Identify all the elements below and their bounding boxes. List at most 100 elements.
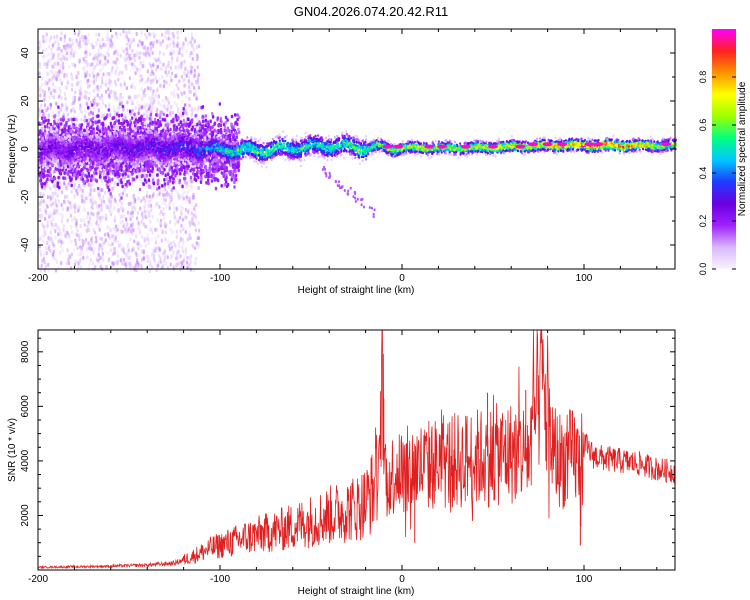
spectrogram-cell (192, 192, 195, 197)
spectrogram-cell (116, 65, 119, 70)
spectrogram-cell (93, 230, 97, 235)
spectrogram-cell (156, 173, 159, 177)
spectrogram-cell (165, 261, 168, 266)
spectrogram-cell (185, 123, 188, 128)
spectrogram-cell (104, 213, 108, 218)
spectrogram-cell (125, 34, 129, 39)
spectrogram-cell (204, 164, 207, 169)
spectrogram-cell (152, 71, 155, 76)
spectrogram-cell (54, 76, 57, 81)
spectrogram-cell (81, 35, 84, 39)
spectrogram-cell (57, 175, 60, 180)
spectrogram-cell (153, 246, 156, 251)
spectrogram-cell (102, 72, 105, 77)
spectrogram-cell (59, 78, 62, 83)
spectrogram-cell (169, 127, 172, 132)
spectrogram-cell (144, 202, 147, 207)
spectrogram-cell (184, 36, 187, 41)
spectrogram-cell (92, 227, 95, 232)
spectrogram-cell (147, 77, 150, 81)
spectrogram-cell (148, 194, 152, 199)
spectrogram-cell (49, 248, 52, 253)
spectrogram-cell (147, 31, 151, 36)
spectrogram-cell (105, 43, 108, 47)
spectrogram-cell (134, 71, 137, 76)
spectrogram-cell (163, 105, 166, 110)
spectrogram-cell (188, 75, 191, 80)
spectrogram-cell (185, 49, 188, 54)
spectrogram-cell (119, 53, 122, 58)
spectrogram-cell (66, 218, 69, 223)
spectrogram-cell (119, 258, 122, 263)
spectrogram-cell (183, 90, 186, 95)
spectrogram-cell (119, 242, 122, 247)
spectrogram-cell (188, 263, 191, 267)
spectrogram-cell (92, 250, 95, 255)
spectrogram-cell (176, 251, 179, 256)
spectrogram-cell (170, 71, 174, 76)
spectrogram-cell (79, 251, 82, 256)
spectrogram-cell (104, 104, 107, 108)
spectrogram-cell (63, 171, 66, 175)
spectrogram-cell (108, 102, 111, 107)
spectrogram-cell (157, 100, 160, 105)
spectrogram-cell (164, 36, 167, 41)
spectrogram-cell (168, 192, 171, 197)
spectrogram-cell (189, 81, 192, 86)
spectrogram-cell (136, 260, 139, 265)
spectrogram-cell (220, 184, 223, 188)
spectrogram-cell (197, 221, 200, 225)
spectrogram-cell (66, 186, 69, 191)
spectrogram-cell (121, 46, 124, 51)
spectrogram-cell (59, 232, 62, 237)
spectrogram-cell (141, 63, 144, 68)
spectrogram-cell (106, 30, 109, 34)
spectrogram-cell (152, 251, 155, 256)
spectrogram-cell (195, 96, 198, 101)
spectrogram-cell (122, 246, 125, 251)
spectrogram-cell (104, 62, 107, 67)
spectrogram-cell (101, 66, 104, 71)
spectrogram-cell (161, 32, 164, 37)
spectrogram-cell (122, 55, 126, 60)
spectrogram-cell (140, 105, 144, 110)
spectrogram-cell (96, 214, 99, 219)
spectrogram-cell (163, 211, 166, 216)
spectrogram-cell (101, 76, 104, 81)
spectrogram-cell (70, 183, 73, 188)
spectrogram-cell (67, 118, 70, 122)
spectrogram-cell (126, 42, 129, 47)
spectrogram-cell (52, 249, 56, 254)
spectrogram-cell (204, 128, 207, 132)
spectrogram-cell (71, 218, 74, 222)
spectrogram-cell (174, 74, 177, 79)
spectrogram-cell (86, 196, 89, 201)
spectrogram-cell (173, 206, 176, 211)
spectrogram-cell (179, 195, 182, 200)
spectrogram-cell (181, 206, 184, 211)
spectrogram-cell (163, 258, 166, 263)
spectrogram-cell (172, 240, 175, 245)
spectrogram-cell (112, 60, 115, 65)
spectrogram-cell (182, 106, 185, 111)
spectrogram-cell (98, 245, 101, 250)
spectrogram-cell (198, 228, 201, 233)
spectrogram-cell (95, 257, 98, 262)
spectrogram-cell (89, 258, 92, 263)
spectrogram-cell (119, 220, 122, 225)
spectrogram-cell (143, 209, 146, 214)
spectrogram-cell (138, 104, 141, 109)
spectrogram-cell (85, 50, 88, 55)
spectrogram-cell (161, 230, 164, 235)
spectrogram-cell (166, 72, 169, 77)
spectrogram-cell (44, 39, 47, 44)
spectrogram-cell (183, 71, 186, 76)
spectrogram-cell (164, 192, 167, 197)
spectrogram-cell (136, 67, 139, 72)
spectrogram-cell (103, 56, 106, 61)
spectrogram-cell (65, 261, 68, 266)
spectrogram-cell (77, 252, 80, 257)
spectrogram-cell (128, 30, 131, 35)
figure-title: GN04.2026.074.20.42.R11 (294, 4, 448, 19)
spectrogram-cell (133, 58, 137, 63)
